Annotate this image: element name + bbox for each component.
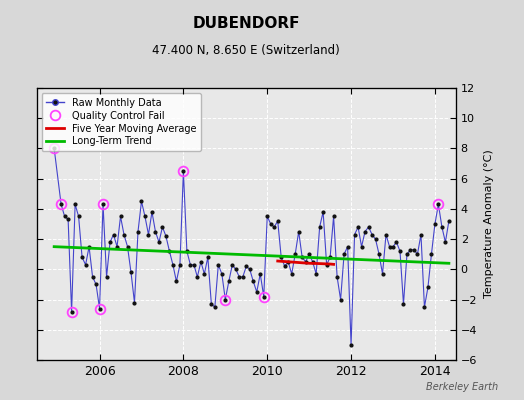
Y-axis label: Temperature Anomaly (°C): Temperature Anomaly (°C) <box>484 150 494 298</box>
Text: Berkeley Earth: Berkeley Earth <box>425 382 498 392</box>
Legend: Raw Monthly Data, Quality Control Fail, Five Year Moving Average, Long-Term Tren: Raw Monthly Data, Quality Control Fail, … <box>41 93 201 151</box>
Text: DUBENDORF: DUBENDORF <box>192 16 300 31</box>
Text: 47.400 N, 8.650 E (Switzerland): 47.400 N, 8.650 E (Switzerland) <box>152 44 340 57</box>
